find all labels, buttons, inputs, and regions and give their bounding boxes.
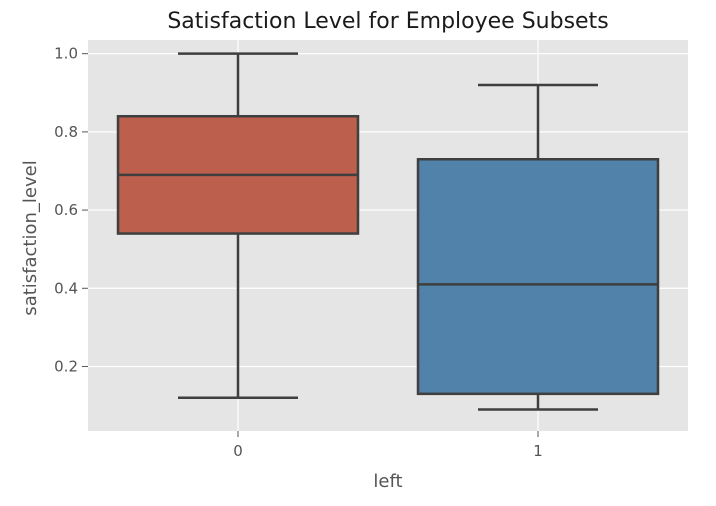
y-tick-label: 1.0	[54, 45, 78, 63]
x-axis-label: left	[373, 471, 402, 492]
boxes	[116, 52, 660, 411]
y-tick-label: 0.8	[54, 123, 78, 141]
x-tick-label: 1	[533, 442, 543, 460]
y-tick-label: 0.4	[54, 279, 78, 297]
y-ticks: 0.2 0.4 0.6 0.8 1.0	[54, 45, 88, 375]
chart-title: Satisfaction Level for Employee Subsets	[167, 9, 608, 34]
y-axis-label: satisfaction_level	[20, 160, 41, 315]
box-1	[416, 158, 660, 396]
y-tick-label: 0.2	[54, 357, 78, 375]
y-tick-label: 0.6	[54, 201, 78, 219]
x-tick-label: 0	[233, 442, 243, 460]
